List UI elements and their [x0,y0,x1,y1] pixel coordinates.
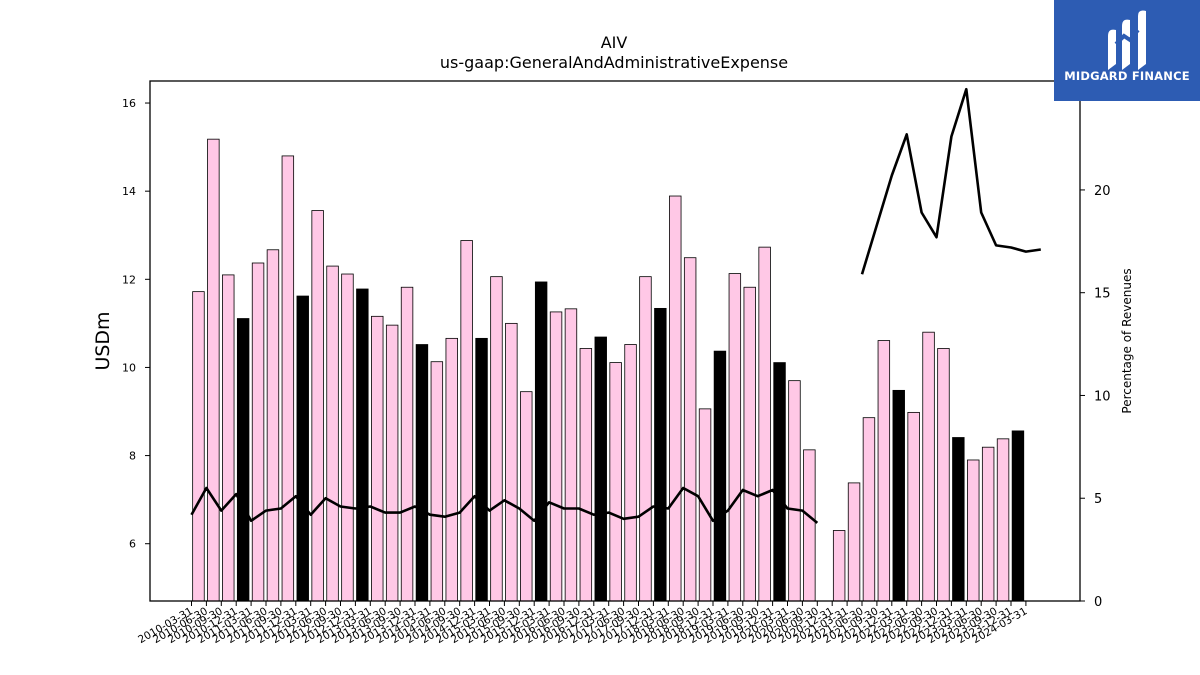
logo-brand-text: MIDGARD FINANCE [1064,69,1190,83]
bar-2023-03-31 [967,459,980,602]
bar-2022-06-30 [922,331,935,602]
bar-2013-09-30 [400,286,414,602]
bar-2017-12-31 [654,307,667,602]
y2-axis-label: Percentage of Revenues [1120,268,1134,413]
y-axis-label: USDm [92,311,114,370]
bar-2015-12-31 [534,281,548,602]
bar-2012-03-31 [311,210,324,602]
bar-2019-03-31 [728,273,742,602]
bar-2018-03-31 [669,195,682,602]
bar-2019-12-31 [773,362,786,602]
bar-2020-03-31 [788,380,801,602]
bar-2014-03-31 [430,361,444,602]
y2-tick-label: 20 [1094,184,1111,199]
y2-tick-label: 10 [1094,389,1111,404]
bar-2016-12-31 [594,336,607,602]
bar-2017-03-31 [609,362,622,602]
bar-2013-12-31 [415,344,429,602]
bar-2015-03-31 [490,276,503,602]
bar-2019-09-30 [758,246,771,602]
bar-2013-03-31 [371,315,384,602]
bar-2018-06-30 [683,257,697,602]
bar-2020-06-30 [803,449,816,602]
logo-mark-icon [1108,10,1146,70]
bar-2012-09-30 [341,273,354,602]
bar-2022-03-31 [907,411,920,602]
bar-2021-12-31 [892,389,905,602]
bar-2011-06-30 [266,249,280,602]
x-axis: 2010-03-312010-06-302010-09-302010-12-31… [136,601,1029,646]
pct-revenue-line-segment-1 [860,87,1041,275]
bar-2010-09-30 [222,274,235,602]
bar-2021-06-30 [862,417,876,602]
y-tick-label: 14 [122,185,136,198]
bar-2020-12-31 [832,530,846,602]
bar-2014-09-30 [460,240,473,602]
y2-tick-label: 15 [1094,287,1111,302]
midgard-finance-logo: MIDGARD FINANCE [1054,0,1200,101]
bar-2012-12-31 [356,288,369,602]
bar-2017-09-30 [639,276,652,602]
bar-2010-03-31 [192,291,205,602]
bar-2023-12-31 [1011,430,1025,602]
bar-2016-03-31 [549,311,563,602]
bar-2022-12-31 [952,437,965,602]
bar-2021-09-30 [877,340,891,602]
y-tick-label: 10 [122,361,136,374]
bar-2023-06-30 [981,446,995,602]
bar-2018-12-31 [713,350,727,602]
bar-2016-06-30 [564,308,578,602]
bar-2016-09-30 [579,348,593,602]
y-tick-label: 8 [129,450,136,463]
bar-2022-09-30 [937,348,950,602]
y-axis-left: 6 8 10 12 14 16 [122,97,150,551]
y-tick-label: 12 [122,273,136,286]
bar-2014-12-31 [475,337,488,602]
bar-2019-06-30 [743,286,756,602]
line-layer [190,87,1041,524]
bar-2013-06-30 [385,324,399,602]
chart-title: AIV [601,33,628,52]
bar-2011-09-30 [281,155,295,602]
y-axis-right: 0510152025 [1080,81,1111,610]
pct-revenue-line-segment-0 [190,486,819,524]
y-tick-label: 16 [122,97,136,110]
plot-frame [149,80,1081,602]
bar-2018-09-30 [698,408,712,602]
bar-2017-06-30 [624,344,637,602]
bar-2011-03-31 [251,262,265,602]
bar-2021-03-31 [847,482,861,602]
bar-2012-06-30 [326,265,339,602]
chart-subtitle: us-gaap:GeneralAndAdministrativeExpense [440,53,788,72]
bar-2014-06-30 [445,337,458,602]
bar-2011-12-31 [296,295,309,602]
y2-tick-label: 0 [1094,595,1102,610]
bar-2010-12-31 [236,318,250,602]
bar-2015-06-30 [505,322,518,602]
bar-2023-09-30 [996,438,1010,602]
bar-2015-09-30 [520,391,533,602]
y-tick-label: 6 [129,538,136,551]
bar-layer [192,138,1025,602]
bar-2010-06-30 [207,138,220,602]
y2-tick-label: 5 [1094,492,1102,507]
